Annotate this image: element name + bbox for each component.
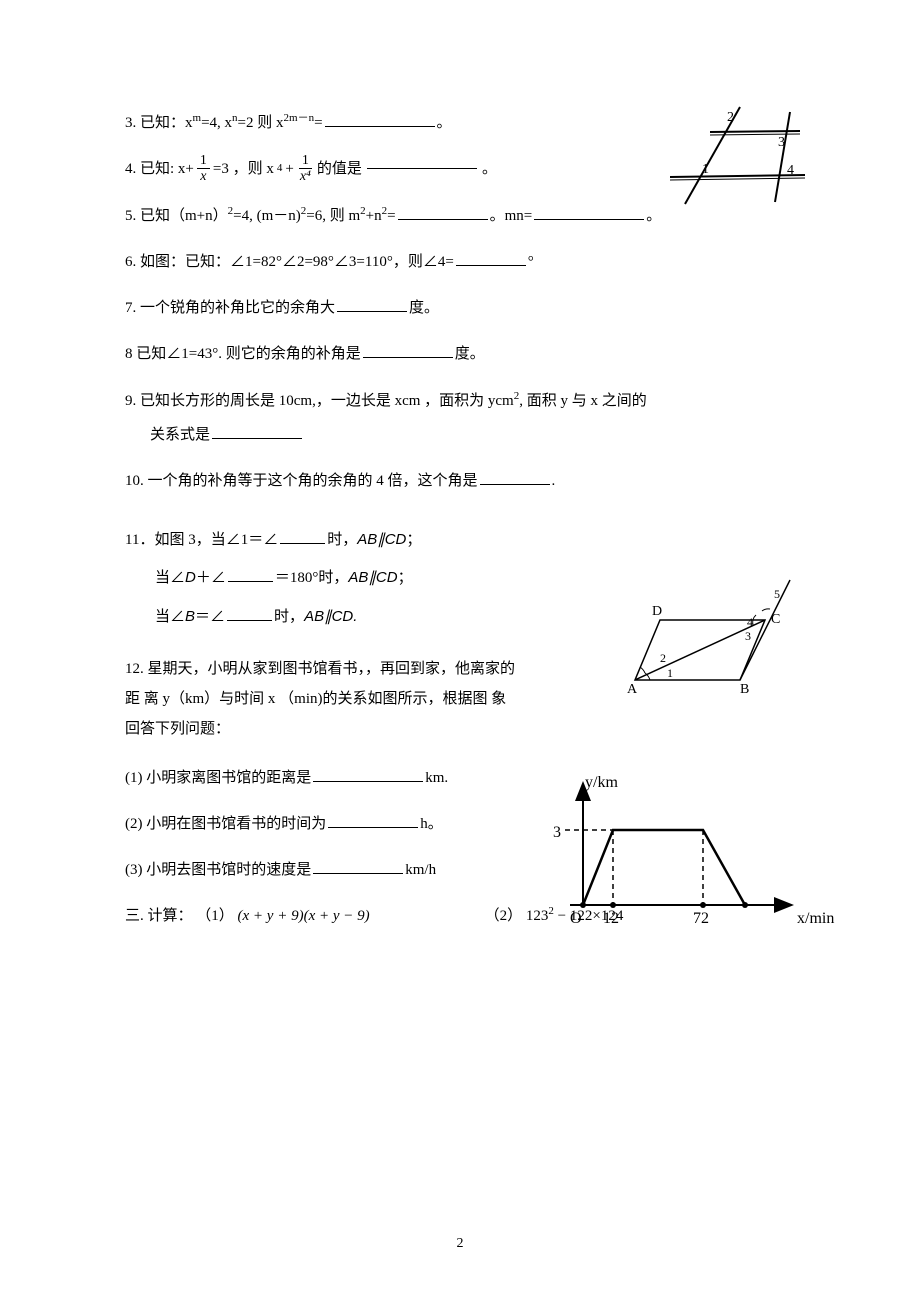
graph-xtick-12: 12 <box>603 910 619 927</box>
page-number: 2 <box>0 1236 920 1252</box>
q6-blank <box>456 265 526 266</box>
fraction-1-over-x4: 1x⁴ <box>297 153 314 185</box>
figure-parallelogram: A B C D 1 2 3 4 5 <box>620 565 795 705</box>
q7-blank <box>337 311 407 312</box>
vertex-C: C <box>771 612 780 627</box>
question-7: 7. 一个锐角的补角比它的余角大度。 <box>125 296 795 320</box>
q11-blank-1 <box>280 543 325 544</box>
q3-blank <box>325 126 435 127</box>
q12-sub-2: (2) 小明在图书馆看书的时间为h。 <box>125 812 515 836</box>
q12-blank-2 <box>328 827 418 828</box>
calc-problem-1: 三. 计算： （1） (x + y + 9)(x + y − 9) <box>125 904 370 925</box>
angle-2: 2 <box>660 651 666 665</box>
q9-blank <box>212 438 302 439</box>
angle-2-label: 2 <box>727 110 734 125</box>
graph-xtick-72: 72 <box>693 910 709 927</box>
q3-text-a: 3. 已知：x <box>125 115 193 131</box>
angle-4-label: 4 <box>787 163 794 178</box>
angle-1-label: 1 <box>702 162 709 177</box>
question-8: 8 已知∠1=43°. 则它的余角的补角是度。 <box>125 342 795 366</box>
q12-sub-3: (3) 小明去图书馆时的速度是km/h <box>125 858 515 882</box>
vertex-D: D <box>652 604 662 619</box>
q8-blank <box>363 357 453 358</box>
q5-blank-2 <box>534 219 644 220</box>
question-12: 12. 星期天，小明从家到图书馆看书，，再回到家，他离家的距 离 y（km）与时… <box>125 654 515 882</box>
vertex-B: B <box>740 682 749 697</box>
question-9: 9. 已知长方形的周长是 10cm,，一边长是 xcm ，面积为 ycm2, 面… <box>125 388 795 447</box>
q4-blank <box>367 168 477 169</box>
graph-ylabel: y/km <box>585 775 618 791</box>
q11-blank-2 <box>228 581 273 582</box>
vertex-A: A <box>627 682 638 697</box>
figure-angles-lines: 2 3 1 4 <box>670 102 805 212</box>
graph-ytick-3: 3 <box>553 824 561 841</box>
q11-blank-3 <box>227 620 272 621</box>
graph-origin: O <box>570 910 582 927</box>
q10-blank <box>480 484 550 485</box>
q5-blank-1 <box>398 219 488 220</box>
q12-sub-1: (1) 小明家离图书馆的距离是km. <box>125 766 515 790</box>
angle-5: 5 <box>774 587 780 601</box>
graph-xlabel: x/min <box>797 910 834 927</box>
q12-blank-1 <box>313 781 423 782</box>
question-6: 6. 如图：已知：∠1=82°∠2=98°∠3=110°，则∠4=° <box>125 250 795 274</box>
angle-4: 4 <box>747 615 753 629</box>
q12-blank-3 <box>313 873 403 874</box>
angle-3: 3 <box>745 629 751 643</box>
angle-1: 1 <box>667 666 673 680</box>
figure-distance-time-graph: O 12 72 3 y/km x/min <box>545 775 855 945</box>
angle-3-label: 3 <box>778 135 785 150</box>
fraction-1-over-x: 1x <box>197 153 210 185</box>
question-10: 10. 一个角的补角等于这个角的余角的 4 倍，这个角是. <box>125 469 795 493</box>
